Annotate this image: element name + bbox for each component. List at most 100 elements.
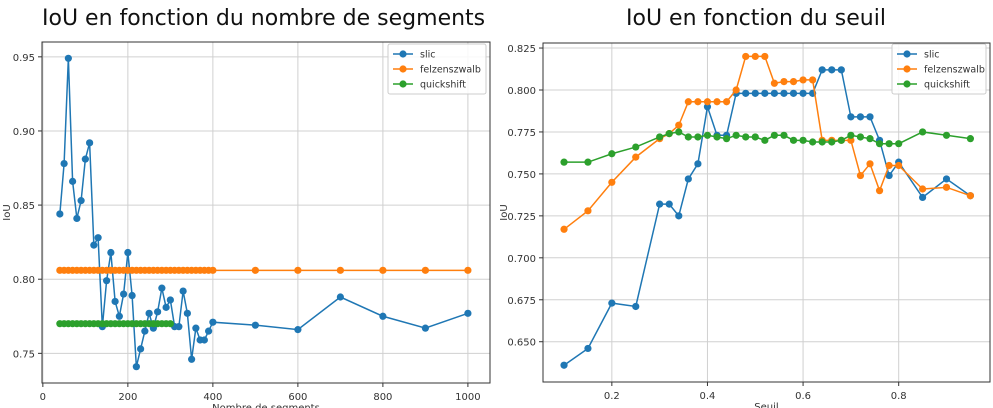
legend-label-quickshift: quickshift: [924, 80, 970, 91]
data-point-slic: [694, 160, 702, 168]
data-point-felzenszwalb: [799, 76, 807, 84]
data-point-felzenszwalb: [675, 121, 683, 129]
data-point-slic: [107, 248, 115, 257]
data-point-quickshift: [942, 131, 951, 139]
series-felzenszwalb: [56, 266, 472, 274]
data-point-slic: [124, 248, 132, 257]
chart-1: 0 200 400 600 800 1000 0.75 0.80 0.85 0.90 0.95 Nom…: [2, 41, 491, 408]
legend-label-slic: slic: [924, 50, 939, 61]
plot-frame: [542, 42, 991, 383]
data-point-slic: [847, 113, 855, 121]
data-point-slic: [799, 89, 807, 97]
data-point-felzenszwalb: [809, 76, 817, 84]
data-point-quickshift: [966, 135, 974, 143]
data-point-felzenszwalb: [770, 79, 778, 87]
data-point-quickshift: [828, 138, 836, 146]
data-point-felzenszwalb: [209, 266, 217, 274]
data-point-quickshift: [694, 133, 702, 141]
data-point-slic: [789, 89, 798, 97]
data-point-slic: [103, 277, 111, 285]
data-point-felzenszwalb: [632, 153, 640, 161]
series-felzenszwalb: [560, 52, 974, 233]
data-point-quickshift: [742, 133, 750, 141]
data-point-felzenszwalb: [847, 136, 855, 144]
data-point-felzenszwalb: [694, 98, 702, 106]
data-point-felzenszwalb: [885, 161, 893, 170]
legend: slic felzenszwalb quickshift: [891, 43, 987, 95]
data-point-slic: [132, 363, 140, 371]
data-point-quickshift: [166, 320, 174, 328]
data-point-quickshift: [665, 130, 673, 138]
data-point-slic: [675, 212, 683, 220]
x-axis-label: Seuil: [754, 402, 778, 408]
data-point-slic: [251, 321, 259, 329]
y-tick-label: 0.700: [507, 254, 536, 265]
data-point-slic: [866, 113, 874, 121]
data-point-slic: [856, 113, 865, 121]
y-tick-label: 0.80: [13, 275, 35, 286]
x-axis-label: Nombre de segments: [212, 403, 320, 408]
series-line-slic: [59, 58, 469, 367]
series-line-slic: [563, 69, 971, 366]
data-point-felzenszwalb: [608, 178, 616, 186]
data-point-quickshift: [847, 131, 855, 139]
data-point-slic: [77, 197, 85, 205]
data-point-slic: [166, 296, 174, 304]
data-point-slic: [665, 200, 673, 208]
y-tick-label: 0.75: [13, 349, 35, 360]
chart-1-title: IoU en fonction du nombre de segments: [42, 6, 486, 31]
legend-box: [891, 43, 987, 95]
data-point-slic: [179, 287, 187, 295]
data-point-quickshift: [866, 135, 874, 143]
legend-marker-slic: [903, 50, 911, 58]
data-point-slic: [780, 89, 788, 97]
data-point-slic: [608, 299, 616, 307]
series-slic: [560, 66, 974, 369]
data-point-felzenszwalb: [251, 266, 259, 274]
data-point-felzenszwalb: [789, 77, 798, 86]
y-tick-label: 0.650: [507, 338, 536, 349]
legend-marker-felzenszwalb: [399, 65, 407, 73]
y-axis-label: IoU: [2, 204, 13, 220]
data-point-slic: [828, 66, 836, 74]
data-point-felzenszwalb: [918, 185, 927, 193]
y-tick-label: 0.90: [13, 127, 35, 138]
data-point-felzenszwalb: [732, 86, 740, 94]
data-point-quickshift: [713, 133, 721, 141]
data-point-felzenszwalb: [742, 52, 750, 61]
data-point-slic: [942, 175, 951, 183]
data-point-slic: [175, 323, 183, 331]
data-point-slic: [158, 284, 166, 292]
data-point-felzenszwalb: [584, 207, 592, 215]
data-point-slic: [162, 303, 170, 311]
plot-frame: [41, 41, 491, 384]
data-point-slic: [761, 89, 769, 97]
y-tick-label: 0.725: [507, 212, 536, 223]
x-tick-label: 1000: [455, 392, 480, 403]
data-point-quickshift: [584, 158, 592, 166]
data-point-slic: [73, 214, 81, 223]
data-point-quickshift: [632, 143, 640, 151]
data-point-slic: [86, 139, 94, 147]
data-point-slic: [128, 291, 136, 300]
series-quickshift: [560, 128, 974, 166]
y-tick-label: 0.675: [507, 296, 536, 307]
data-point-slic: [684, 175, 692, 183]
data-point-felzenszwalb: [379, 266, 387, 274]
data-point-quickshift: [675, 128, 683, 136]
data-point-quickshift: [560, 158, 568, 166]
data-point-slic: [192, 324, 200, 332]
data-point-quickshift: [856, 133, 865, 141]
data-point-felzenszwalb: [464, 266, 472, 274]
chart-2: 0.2 0.4 0.6 0.8 0.650 0.675 0.700 0.725 0.750 0.7…: [499, 42, 991, 408]
data-point-slic: [111, 297, 119, 306]
legend: slic felzenszwalb quickshift: [387, 43, 487, 95]
data-point-slic: [56, 210, 64, 218]
data-point-slic: [837, 66, 845, 74]
data-point-slic: [818, 66, 826, 74]
data-point-quickshift: [875, 140, 884, 148]
x-tick-label: 0.8: [891, 391, 907, 402]
data-point-felzenszwalb: [684, 98, 692, 106]
data-point-slic: [120, 290, 128, 298]
